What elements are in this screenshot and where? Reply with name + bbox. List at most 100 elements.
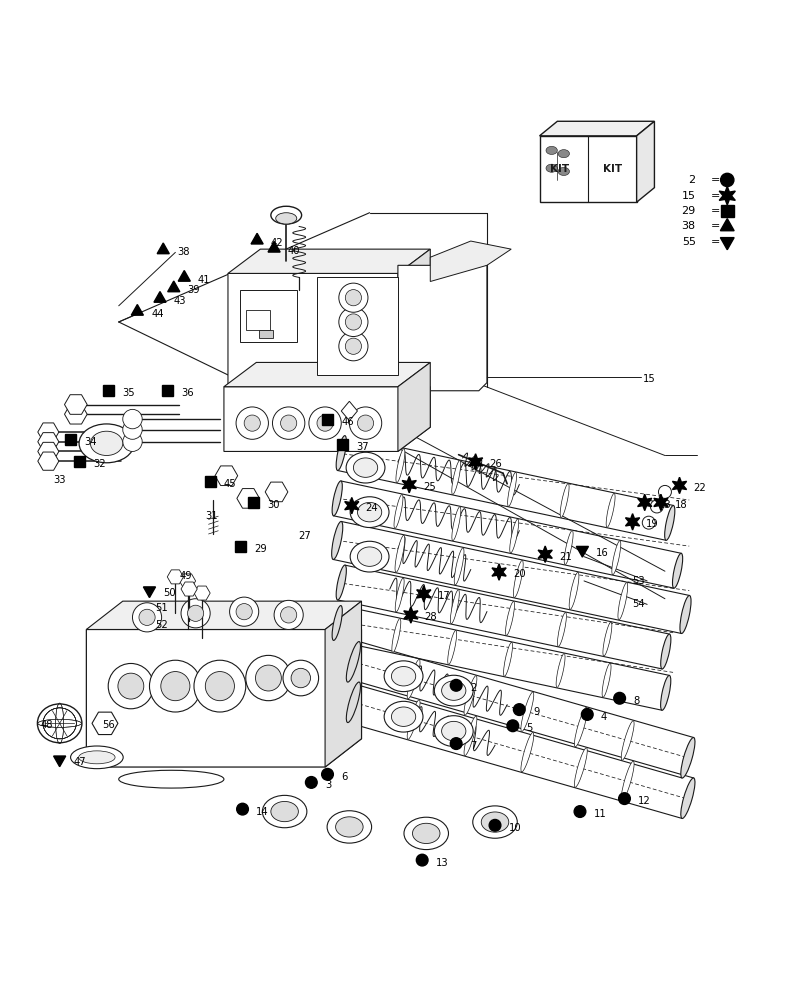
Circle shape bbox=[450, 738, 461, 749]
Polygon shape bbox=[86, 629, 361, 767]
Bar bbox=[336, 439, 347, 450]
Circle shape bbox=[357, 415, 373, 431]
Text: 42: 42 bbox=[271, 238, 283, 248]
Text: 11: 11 bbox=[593, 809, 606, 819]
Text: 15: 15 bbox=[642, 374, 655, 384]
Polygon shape bbox=[719, 238, 733, 250]
Circle shape bbox=[283, 660, 318, 696]
Circle shape bbox=[281, 415, 296, 431]
Text: 26: 26 bbox=[489, 459, 501, 469]
Circle shape bbox=[650, 500, 663, 513]
Polygon shape bbox=[54, 756, 66, 767]
Text: 22: 22 bbox=[693, 483, 705, 493]
Text: 4: 4 bbox=[600, 712, 607, 722]
Ellipse shape bbox=[357, 502, 381, 522]
Text: 20: 20 bbox=[513, 569, 525, 579]
Polygon shape bbox=[157, 243, 169, 254]
Polygon shape bbox=[64, 395, 87, 414]
Polygon shape bbox=[179, 574, 195, 588]
Polygon shape bbox=[167, 570, 183, 584]
Polygon shape bbox=[38, 423, 58, 441]
Ellipse shape bbox=[679, 595, 690, 634]
Polygon shape bbox=[491, 564, 505, 580]
Polygon shape bbox=[224, 362, 430, 387]
Polygon shape bbox=[539, 121, 654, 136]
Circle shape bbox=[618, 793, 629, 804]
Ellipse shape bbox=[557, 167, 569, 176]
Polygon shape bbox=[265, 482, 287, 502]
Bar bbox=[161, 385, 173, 396]
Circle shape bbox=[122, 409, 142, 429]
Text: KIT: KIT bbox=[602, 164, 621, 174]
Ellipse shape bbox=[391, 667, 415, 686]
Ellipse shape bbox=[441, 721, 466, 741]
Text: 48: 48 bbox=[41, 720, 53, 730]
Ellipse shape bbox=[276, 213, 296, 224]
Ellipse shape bbox=[332, 481, 342, 516]
Ellipse shape bbox=[391, 707, 415, 726]
Polygon shape bbox=[397, 362, 430, 451]
Text: 25: 25 bbox=[423, 482, 436, 492]
Polygon shape bbox=[403, 607, 418, 623]
Text: 38: 38 bbox=[680, 221, 695, 231]
Text: 9: 9 bbox=[532, 707, 539, 717]
Ellipse shape bbox=[90, 431, 122, 455]
Bar bbox=[246, 310, 270, 330]
Bar bbox=[102, 385, 114, 396]
Polygon shape bbox=[194, 586, 210, 600]
Ellipse shape bbox=[392, 619, 401, 653]
Circle shape bbox=[719, 173, 733, 187]
Circle shape bbox=[642, 516, 654, 529]
Text: 40: 40 bbox=[287, 246, 300, 256]
Ellipse shape bbox=[71, 746, 123, 769]
Bar bbox=[248, 497, 259, 508]
Polygon shape bbox=[92, 712, 118, 735]
Circle shape bbox=[488, 819, 500, 831]
Ellipse shape bbox=[336, 436, 346, 470]
Circle shape bbox=[338, 283, 367, 312]
Ellipse shape bbox=[573, 707, 586, 747]
Circle shape bbox=[513, 704, 525, 715]
Ellipse shape bbox=[664, 505, 674, 540]
Ellipse shape bbox=[262, 795, 307, 828]
Text: =: = bbox=[710, 175, 719, 185]
Bar bbox=[75, 456, 85, 467]
Polygon shape bbox=[539, 136, 636, 202]
Polygon shape bbox=[397, 249, 430, 387]
Text: 21: 21 bbox=[558, 552, 571, 562]
Ellipse shape bbox=[611, 541, 620, 575]
Polygon shape bbox=[624, 514, 639, 530]
Circle shape bbox=[132, 603, 161, 632]
Polygon shape bbox=[38, 452, 58, 470]
Text: =: = bbox=[710, 221, 719, 231]
Circle shape bbox=[416, 854, 427, 866]
Circle shape bbox=[236, 803, 248, 815]
Circle shape bbox=[349, 407, 381, 439]
Circle shape bbox=[345, 314, 361, 330]
Text: 14: 14 bbox=[256, 807, 268, 817]
Ellipse shape bbox=[569, 572, 578, 609]
Circle shape bbox=[321, 768, 333, 780]
Polygon shape bbox=[397, 265, 487, 391]
Polygon shape bbox=[38, 433, 58, 451]
Text: 29: 29 bbox=[680, 206, 695, 216]
Ellipse shape bbox=[556, 653, 564, 687]
Circle shape bbox=[573, 806, 585, 817]
Circle shape bbox=[613, 692, 624, 704]
Text: 45: 45 bbox=[224, 479, 236, 489]
Circle shape bbox=[181, 599, 210, 628]
Text: 35: 35 bbox=[122, 388, 135, 398]
Text: 44: 44 bbox=[151, 309, 163, 319]
Ellipse shape bbox=[384, 701, 423, 732]
Polygon shape bbox=[131, 305, 144, 315]
Ellipse shape bbox=[560, 484, 569, 518]
Ellipse shape bbox=[350, 497, 388, 528]
Text: =: = bbox=[710, 206, 719, 216]
Polygon shape bbox=[38, 442, 58, 461]
Ellipse shape bbox=[412, 823, 440, 844]
Ellipse shape bbox=[503, 642, 512, 676]
Polygon shape bbox=[224, 387, 430, 451]
Ellipse shape bbox=[620, 761, 633, 801]
Text: 7: 7 bbox=[470, 741, 476, 751]
Ellipse shape bbox=[564, 531, 573, 565]
